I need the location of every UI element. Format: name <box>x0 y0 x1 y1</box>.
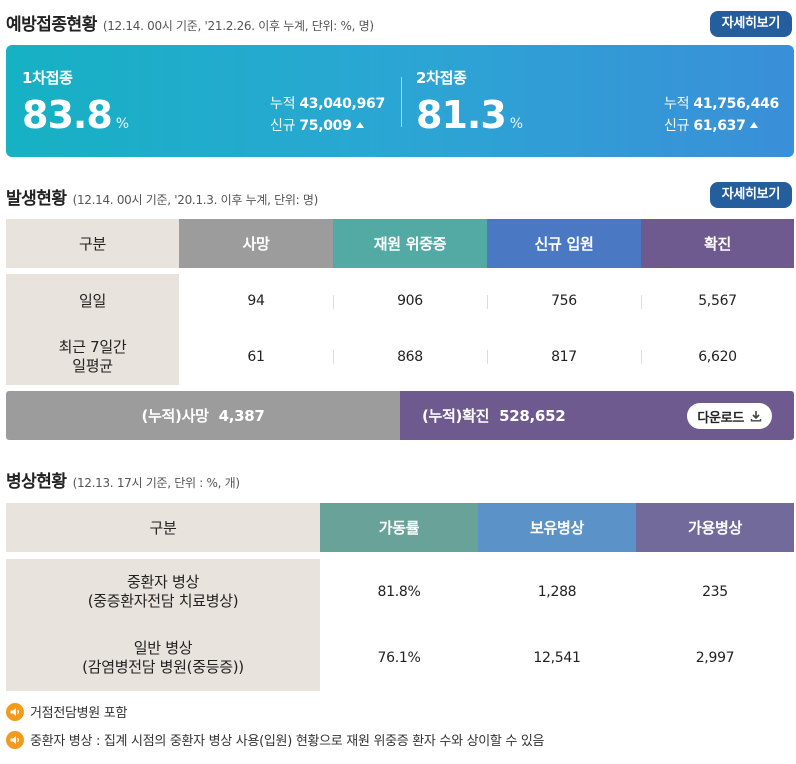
beds-header-category: 구분 <box>6 503 320 552</box>
table-cell: 1,288 <box>537 583 577 600</box>
table-cell: 817 <box>487 330 641 386</box>
dose2-label: 2차접종 <box>416 69 467 87</box>
vaccination-detail-button[interactable]: 자세히보기 <box>709 11 792 37</box>
cumulative-death-label: (누적)사망 <box>141 407 209 425</box>
beds-header-available: 가용병상 <box>636 503 794 552</box>
download-button[interactable]: 다운로드 <box>687 403 772 429</box>
cumulative-confirmed-label: (누적)확진 <box>422 407 490 425</box>
table-cell: 868 <box>333 330 487 386</box>
outbreak-row-label: 일일 <box>78 292 106 311</box>
dose2-panel: 2차접종 81.3% 누적 41,756,446 신규 61,637 <box>416 45 791 157</box>
beds-available-column: 235 2,997 <box>636 559 794 691</box>
footnote: 중환자 병상 : 집계 시점의 중환자 병상 사용(입원) 현황으로 재원 위중… <box>6 730 545 749</box>
beds-table-header: 구분 가동률 보유병상 가용병상 <box>6 503 794 552</box>
vaccination-card: 1차접종 83.8% 누적 43,040,967 신규 75,009 2차접종 … <box>6 45 794 157</box>
outbreak-admission-column: 756 817 <box>487 274 641 385</box>
table-cell: 5,567 <box>641 274 794 330</box>
table-cell: 906 <box>333 274 487 330</box>
up-triangle-icon <box>355 122 364 128</box>
dose2-stats: 누적 41,756,446 신규 61,637 <box>664 96 779 134</box>
outbreak-title: 발생현황 <box>6 189 67 209</box>
vaccination-title: 예방접종현황 <box>6 15 97 35</box>
outbreak-severe-column: 906 868 <box>333 274 487 385</box>
outbreak-death-column: 94 61 <box>179 274 333 385</box>
dose2-new: 61,637 <box>693 118 746 134</box>
table-cell: 81.8% <box>377 583 421 600</box>
beds-title: 병상현황 <box>6 472 67 492</box>
vaccination-divider <box>401 77 402 127</box>
download-icon <box>750 411 762 422</box>
table-cell: 6,620 <box>641 330 794 386</box>
cumulative-confirmed: (누적)확진 528,652 다운로드 <box>400 391 794 440</box>
dose1-new: 75,009 <box>299 118 352 134</box>
dose1-stats: 누적 43,040,967 신규 75,009 <box>270 96 385 134</box>
outbreak-header-severe: 재원 위중증 <box>333 219 487 268</box>
table-cell: 12,541 <box>533 649 581 666</box>
dose1-percent: 83.8% <box>22 93 129 137</box>
beds-table-body: 중환자 병상 (중증환자전담 치료병상) 일반 병상 (감염병전담 병원(중등증… <box>6 559 794 691</box>
dose1-label: 1차접종 <box>22 69 73 87</box>
beds-header: 병상현황 (12.13. 17시 기준, 단위 : %, 개) <box>6 467 240 492</box>
outbreak-header-admission: 신규 입원 <box>487 219 641 268</box>
table-cell: 756 <box>487 274 641 330</box>
dose1-panel: 1차접종 83.8% 누적 43,040,967 신규 75,009 <box>22 45 397 157</box>
speaker-icon <box>6 730 24 749</box>
beds-row-label: 중환자 병상 (중증환자전담 치료병상) <box>87 573 239 610</box>
download-label: 다운로드 <box>697 410 744 426</box>
beds-note: (12.13. 17시 기준, 단위 : %, 개) <box>72 476 241 490</box>
beds-row-label: 일반 병상 (감염병전담 병원(중등증)) <box>82 639 244 676</box>
outbreak-detail-button[interactable]: 자세히보기 <box>709 182 792 208</box>
footnote: 거점전담병원 포함 <box>6 702 127 721</box>
cumulative-death: (누적)사망 4,387 <box>6 391 400 440</box>
cumulative-bar: (누적)사망 4,387 (누적)확진 528,652 다운로드 <box>6 391 794 440</box>
beds-header-utilization: 가동률 <box>320 503 478 552</box>
outbreak-table-header: 구분 사망 재원 위중증 신규 입원 확진 <box>6 219 794 268</box>
dose2-percent: 81.3% <box>416 93 523 137</box>
cumulative-death-value: 4,387 <box>218 406 265 425</box>
outbreak-label-column: 일일 최근 7일간 일평균 <box>6 274 179 385</box>
table-cell: 94 <box>247 293 265 310</box>
beds-utilization-column: 81.8% 76.1% <box>320 559 478 691</box>
outbreak-note: (12.14. 00시 기준, '20.1.3. 이후 누계, 단위: 명) <box>72 193 319 207</box>
beds-owned-column: 1,288 12,541 <box>478 559 636 691</box>
outbreak-row-label: 최근 7일간 일평균 <box>58 338 127 376</box>
outbreak-header-death: 사망 <box>179 219 333 268</box>
outbreak-header-category: 구분 <box>6 219 179 268</box>
vaccination-header: 예방접종현황 (12.14. 00시 기준, '21.2.26. 이후 누계, … <box>6 10 374 35</box>
speaker-icon <box>6 702 24 721</box>
table-cell: 61 <box>247 348 265 365</box>
dose1-cumulative: 43,040,967 <box>299 96 385 112</box>
outbreak-confirmed-column: 5,567 6,620 <box>641 274 794 385</box>
table-cell: 2,997 <box>695 649 735 666</box>
beds-header-owned: 보유병상 <box>478 503 636 552</box>
footnote-text: 중환자 병상 : 집계 시점의 중환자 병상 사용(입원) 현황으로 재원 위중… <box>30 734 545 749</box>
up-triangle-icon <box>749 122 758 128</box>
dose2-cumulative: 41,756,446 <box>693 96 779 112</box>
beds-label-column: 중환자 병상 (중증환자전담 치료병상) 일반 병상 (감염병전담 병원(중등증… <box>6 559 320 691</box>
vaccination-note: (12.14. 00시 기준, '21.2.26. 이후 누계, 단위: %, … <box>102 19 374 33</box>
outbreak-table-body: 일일 최근 7일간 일평균 94 61 906 868 756 817 5,56… <box>6 274 794 385</box>
outbreak-header: 발생현황 (12.14. 00시 기준, '20.1.3. 이후 누계, 단위:… <box>6 184 318 209</box>
table-cell: 76.1% <box>377 649 421 666</box>
table-cell: 235 <box>702 583 728 600</box>
cumulative-confirmed-value: 528,652 <box>499 406 566 425</box>
footnote-text: 거점전담병원 포함 <box>30 706 128 721</box>
outbreak-header-confirmed: 확진 <box>641 219 794 268</box>
